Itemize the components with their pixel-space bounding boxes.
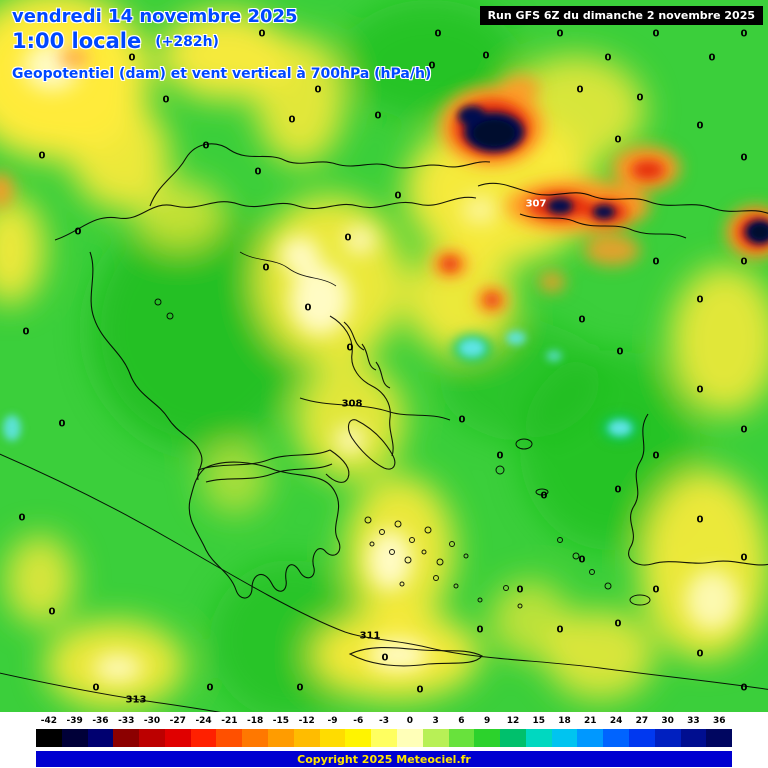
legend-cell: -42 bbox=[36, 713, 62, 747]
legend-value: -27 bbox=[169, 716, 186, 726]
aegean-islands bbox=[154, 298, 651, 609]
forecast-hour-offset: (+282h) bbox=[155, 34, 219, 50]
legend-value: 24 bbox=[609, 716, 623, 726]
legend-color-box bbox=[396, 729, 423, 747]
legend-color-box bbox=[525, 729, 552, 747]
legend-value: 18 bbox=[558, 716, 571, 726]
legend-color-box bbox=[190, 729, 217, 747]
legend-color-box bbox=[371, 729, 397, 747]
legend-value: 27 bbox=[635, 716, 649, 726]
legend-value: -12 bbox=[298, 716, 315, 726]
legend-color-box bbox=[500, 729, 526, 747]
legend-value: -21 bbox=[221, 716, 238, 726]
legend-value: 33 bbox=[687, 716, 700, 726]
legend-cell: 18 bbox=[551, 713, 578, 747]
coastlines-layer bbox=[0, 143, 768, 712]
legend-value: 15 bbox=[532, 716, 545, 726]
legend-color-box bbox=[345, 729, 372, 747]
legend-color-box bbox=[319, 729, 346, 747]
legend-value: -6 bbox=[353, 716, 364, 726]
legend-color-box bbox=[474, 729, 501, 747]
legend-cell: 30 bbox=[654, 713, 681, 747]
legend-cell: -15 bbox=[268, 713, 294, 747]
legend-value: -9 bbox=[327, 716, 338, 726]
legend-value: 21 bbox=[584, 716, 597, 726]
legend-color-box bbox=[448, 729, 475, 747]
legend-cell: 3 bbox=[422, 713, 449, 747]
legend-color-box bbox=[87, 729, 114, 747]
legend-color-box bbox=[268, 729, 294, 747]
legend-cell: -6 bbox=[345, 713, 372, 747]
model-run-info: Run GFS 6Z du dimanche 2 novembre 2025 bbox=[479, 6, 763, 25]
color-scale-legend: -42 -39 -36 -33 -30 -27 -24 -21 -18 -15 -12 -9 -6 -3 0… bbox=[36, 713, 733, 747]
legend-color-box bbox=[603, 729, 629, 747]
legend-cell: -24 bbox=[190, 713, 217, 747]
legend-value: 6 bbox=[458, 716, 465, 726]
legend-color-box bbox=[680, 729, 707, 747]
legend-cell: -33 bbox=[113, 713, 140, 747]
legend-cell: 21 bbox=[577, 713, 604, 747]
legend-scale: -42 -39 -36 -33 -30 -27 -24 -21 -18 -15 -12 -9 -6 -3 0… bbox=[36, 713, 733, 747]
legend-color-box bbox=[293, 729, 320, 747]
legend-value: -39 bbox=[66, 716, 83, 726]
forecast-time: 1:00 locale (+282h) bbox=[12, 29, 219, 53]
legend-color-box bbox=[164, 729, 191, 747]
map-color-field bbox=[0, 0, 768, 712]
legend-cell: -21 bbox=[216, 713, 243, 747]
legend-value: -33 bbox=[118, 716, 135, 726]
legend-color-box bbox=[113, 729, 140, 747]
legend-value: 0 bbox=[406, 716, 413, 726]
legend-cell: 36 bbox=[706, 713, 733, 747]
legend-color-box bbox=[654, 729, 681, 747]
map-canvas bbox=[0, 0, 768, 712]
legend-cell: 0 bbox=[396, 713, 423, 747]
legend-color-box bbox=[36, 729, 62, 747]
legend-cell: -12 bbox=[293, 713, 320, 747]
legend-value: 30 bbox=[661, 716, 674, 726]
legend-cell: 15 bbox=[525, 713, 552, 747]
legend-color-box bbox=[61, 729, 88, 747]
legend-color-box bbox=[422, 729, 449, 747]
legend-cell: -30 bbox=[139, 713, 165, 747]
copyright-bar: Copyright 2025 Meteociel.fr bbox=[36, 751, 732, 767]
legend-cell: -18 bbox=[242, 713, 269, 747]
legend-color-box bbox=[577, 729, 604, 747]
legend-cell: 27 bbox=[628, 713, 655, 747]
legend-value: -36 bbox=[92, 716, 109, 726]
local-time: 1:00 locale bbox=[12, 29, 142, 53]
legend-cell: -39 bbox=[61, 713, 88, 747]
legend-value: 36 bbox=[712, 716, 726, 726]
legend-value: -18 bbox=[247, 716, 264, 726]
forecast-date: vendredi 14 novembre 2025 bbox=[12, 6, 298, 27]
legend-cell: -9 bbox=[319, 713, 346, 747]
legend-cell: 9 bbox=[474, 713, 501, 747]
map-parameter-title: Geopotentiel (dam) et vent vertical à 70… bbox=[12, 66, 432, 82]
copyright-text: Copyright 2025 Meteociel.fr bbox=[297, 752, 471, 766]
legend-color-box bbox=[628, 729, 655, 747]
legend-cell: 33 bbox=[680, 713, 707, 747]
legend-color-box bbox=[242, 729, 269, 747]
legend-value: 12 bbox=[506, 716, 520, 726]
legend-value: -30 bbox=[143, 716, 161, 726]
legend-cell: -36 bbox=[87, 713, 114, 747]
legend-value: -3 bbox=[379, 716, 390, 726]
legend-color-box bbox=[551, 729, 578, 747]
legend-value: -15 bbox=[272, 716, 290, 726]
legend-cell: 12 bbox=[500, 713, 526, 747]
legend-value: 9 bbox=[484, 716, 491, 726]
legend-color-box bbox=[216, 729, 243, 747]
legend-value: 3 bbox=[432, 716, 439, 726]
legend-cell: -3 bbox=[371, 713, 397, 747]
legend-color-box bbox=[706, 729, 733, 747]
legend-cell: 24 bbox=[603, 713, 629, 747]
legend-cell: -27 bbox=[164, 713, 191, 747]
legend-value: -42 bbox=[40, 716, 58, 726]
legend-color-box bbox=[139, 729, 165, 747]
legend-value: -24 bbox=[195, 716, 212, 726]
legend-cell: 6 bbox=[448, 713, 475, 747]
